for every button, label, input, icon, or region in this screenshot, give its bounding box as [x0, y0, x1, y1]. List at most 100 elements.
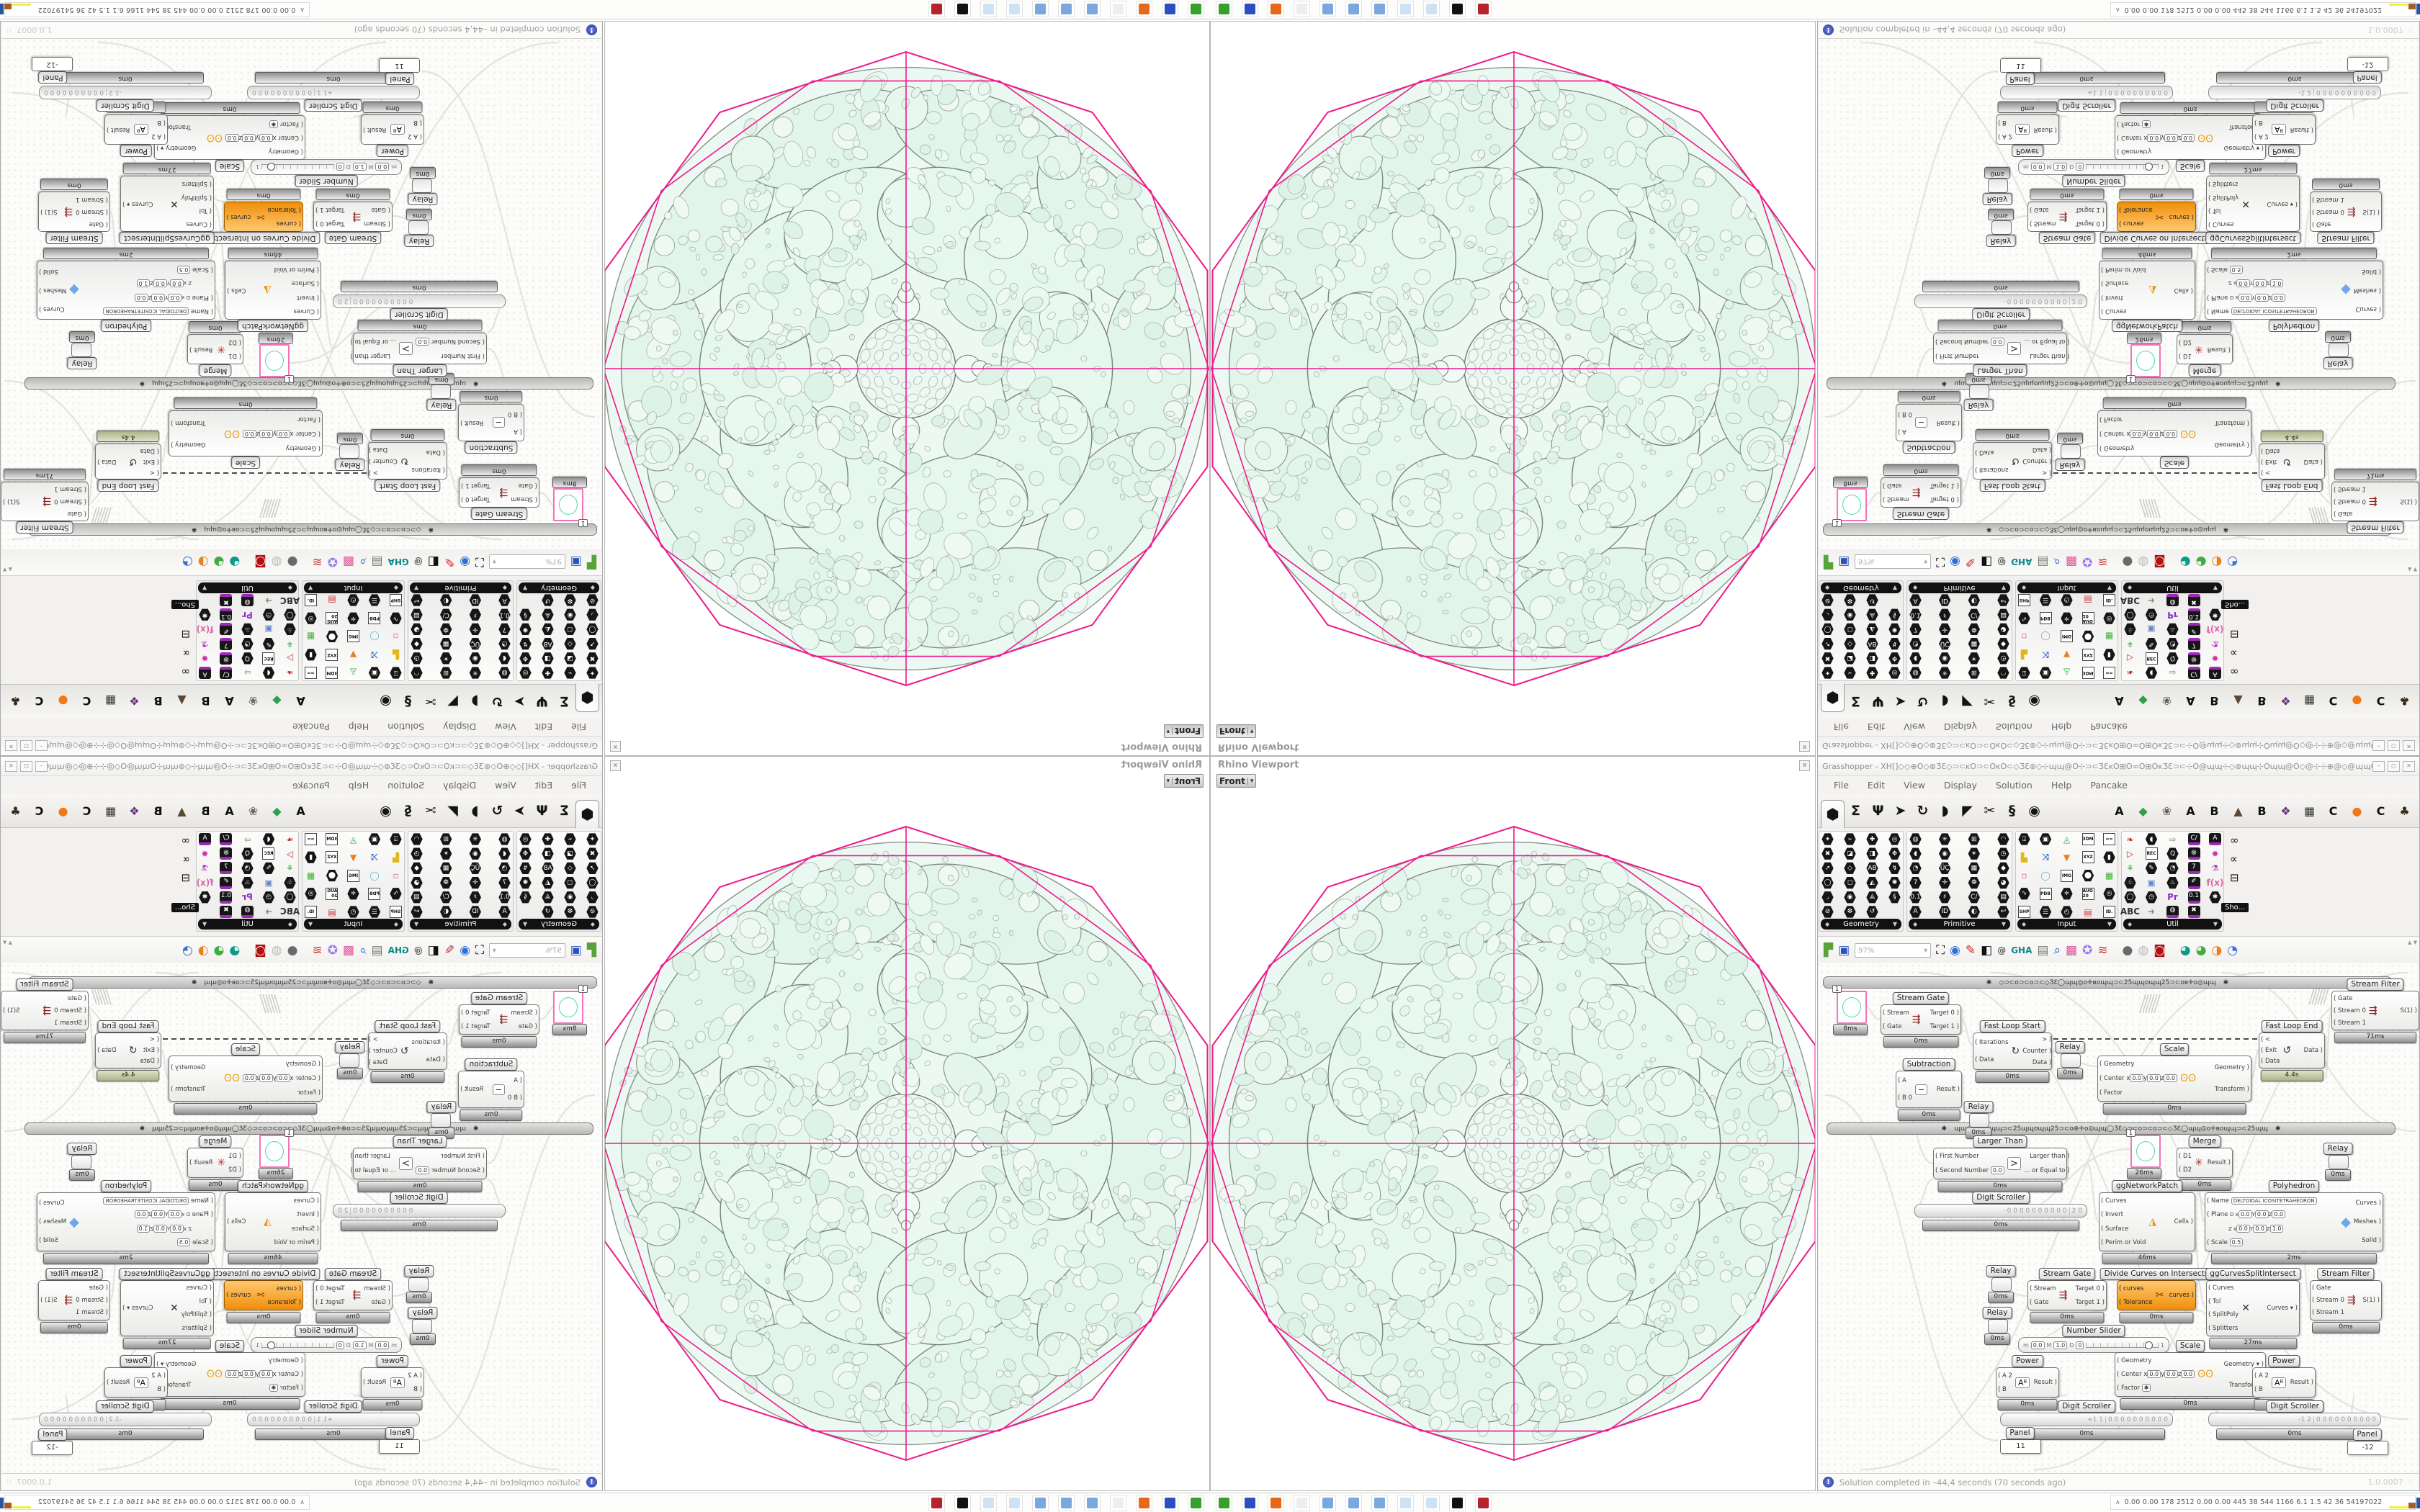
component-icon[interactable]: ◖ — [2145, 833, 2158, 845]
component-name-tag[interactable]: Stream Filter — [2317, 1268, 2375, 1280]
input-port-Gate[interactable]: ( Gate — [2312, 1284, 2331, 1292]
output-port-Target 1[interactable]: Target 1 ) — [2075, 206, 2105, 214]
taskbar-app-floppy-64[interactable] — [1242, 1495, 1258, 1511]
slider-knob[interactable] — [267, 163, 276, 171]
output-port-Counter[interactable]: Counter ) — [368, 457, 398, 464]
input-port-<[interactable]: ( < — [2261, 1035, 2271, 1043]
output-port-S(1)[interactable]: S(1) ) — [2362, 1297, 2380, 1304]
input-port-B[interactable]: ( B — [2254, 1385, 2263, 1393]
input-port-Splitters[interactable]: ( Splitters — [2208, 180, 2238, 188]
component-icon[interactable]: ✖ — [2187, 905, 2200, 918]
input-port-Stream[interactable]: ( Stream — [1883, 495, 1909, 503]
system-tray[interactable]: ∧ 0.00 0.00 178 2512 0.00 0.00 445 38 54… — [0, 2, 310, 17]
input-port-Stream 0[interactable]: ( Stream 0 — [2334, 498, 2366, 505]
gh-component-power[interactable]: ( A 2 ( B Aᴮ Result ) — [361, 1367, 424, 1398]
input-port-SplitPoly[interactable]: ( SplitPoly — [181, 193, 212, 201]
taskbar-app-green-utility[interactable] — [1216, 1495, 1232, 1511]
output-port-S(1)[interactable]: S(1) ) — [40, 208, 58, 215]
taskbar-app-firefox[interactable] — [1136, 1495, 1152, 1511]
input-port-A[interactable]: ( A — [514, 428, 522, 435]
component-icon[interactable]: ⍗ — [2018, 833, 2030, 845]
component-name-tag[interactable]: Digit Scroller — [2266, 1400, 2323, 1413]
component-icon[interactable]: ➜ — [2147, 906, 2156, 917]
gh-component-power[interactable]: ( A 2 ( B Aᴮ Result ) — [1996, 1367, 2059, 1398]
output-port-Result[interactable]: Result ) — [363, 1379, 387, 1386]
component-name-tag[interactable]: Stream Filter — [16, 978, 73, 991]
taskbar-app-notepad-2[interactable] — [1423, 1, 1440, 17]
component-name-tag[interactable]: Panel — [38, 71, 68, 84]
input-port-Gate[interactable]: ( Gate — [2030, 206, 2049, 214]
component-icon[interactable]: ⚗ — [2211, 863, 2219, 873]
component-name-tag[interactable]: Panel — [385, 73, 415, 85]
component-name-tag[interactable]: Scale — [2159, 1043, 2190, 1056]
close-icon[interactable]: ✕ — [2403, 760, 2415, 772]
component-name-tag[interactable]: Fast Loop Start — [1979, 480, 2045, 492]
component-name-tag[interactable]: Relay — [1982, 1307, 2012, 1319]
gh-component-stream-filter[interactable]: ( Gate ( Stream 0 ( Stream 1 ⇶ S(1) ) — [38, 192, 110, 232]
gh-component-stream-gate[interactable]: ( Stream ( Gate ⇶ Target 0 ) Target 1 ) — [459, 1004, 539, 1035]
output-port-curves[interactable]: curves ) — [2169, 1292, 2194, 1299]
input-port-Tol[interactable]: ( Tol — [199, 1297, 212, 1305]
output-port-Result[interactable]: Result ) — [1936, 1086, 1960, 1093]
component-name-tag[interactable]: Scale — [2159, 456, 2190, 469]
component-name-tag[interactable]: Subtraction — [1902, 1058, 1955, 1071]
taskbar-app-calculator-1[interactable] — [1084, 1495, 1101, 1511]
component-icon[interactable]: A — [1909, 906, 1922, 918]
input-port-Splitters[interactable]: ( Splitters — [182, 1324, 212, 1332]
relay-node[interactable] — [2061, 1053, 2081, 1068]
gh-component-fast-loop-start[interactable]: ( Iterations ( Data ↻ > ) Counter ) Data ) — [368, 442, 447, 480]
component-icon[interactable]: ☰ — [2039, 906, 2052, 918]
component-icon[interactable]: ✎ — [2145, 862, 2158, 875]
gh-component-larger-than[interactable]: ( First Number( Second Number 0.0 > Larger… — [1933, 1148, 2070, 1179]
gh-plugin-tab-9[interactable]: C — [2329, 804, 2338, 818]
component-icon[interactable]: A — [2209, 833, 2221, 845]
component-name-tag[interactable]: Scale — [215, 1340, 245, 1352]
output-port-Target 0[interactable]: Target 0 ) — [461, 1009, 490, 1017]
input-port-Iterations[interactable]: ( Iterations — [1975, 466, 2009, 473]
component-icon[interactable]: ◖ — [1909, 847, 1922, 860]
output-port-Target 0[interactable]: Target 0 ) — [1930, 495, 1959, 503]
input-port-SplitPoly[interactable]: ( SplitPoly — [2208, 1311, 2239, 1319]
input-port-Surface[interactable]: ( Surface — [2101, 279, 2129, 287]
output-port-Result[interactable]: Result ) — [2207, 346, 2231, 353]
taskbar-app-floppy-64[interactable] — [1162, 1, 1178, 17]
component-icon[interactable]: ∞∞ — [2103, 833, 2115, 845]
component-name-tag[interactable]: Relay — [404, 235, 434, 247]
slider-knob[interactable] — [2144, 1341, 2153, 1349]
component-icon[interactable]: ≑ — [2061, 888, 2073, 900]
component-name-tag[interactable]: Stream Gate — [324, 232, 382, 244]
input-port-Exit[interactable]: ( Exit — [2261, 1046, 2277, 1054]
preview-eye-icon[interactable]: ◉ — [1950, 942, 1960, 958]
output-port-Result[interactable]: Result ) — [2207, 1159, 2231, 1166]
component-name-tag[interactable]: Stream Gate — [324, 1268, 382, 1280]
component-name-tag[interactable]: ggCurvesSplitIntersect — [120, 232, 215, 244]
input-port-Surface[interactable]: ( Surface — [291, 1225, 319, 1233]
relay-node[interactable] — [71, 343, 91, 357]
taskbar-app-calculator-2[interactable] — [1345, 1495, 1362, 1511]
input-port-Gate[interactable]: ( Gate — [67, 510, 86, 518]
gh-component-fast-loop-end[interactable]: ( < ( Exit ( Data ↺ Data ) — [95, 444, 161, 480]
input-port-Stream[interactable]: ( Stream — [364, 1284, 390, 1292]
component-icon[interactable]: ◬ — [2063, 834, 2071, 845]
component-name-tag[interactable]: Scale — [2175, 160, 2205, 172]
component-icon[interactable]: ♨ — [2166, 876, 2179, 889]
component-name-tag[interactable]: Relay — [67, 357, 97, 369]
group-banner[interactable]: ✱ ◇⊃⊂o⊃⊂o⊃⊂◇ƷƐ◯ɰɰ◎o✛ʙoɰɰ⊃⊂25ɰɰoɰɰ25⊃⊂oʙ✛o… — [28, 523, 597, 536]
component-icon[interactable]: AUG 20 — [2081, 887, 2094, 900]
component-icon[interactable]: ▤ — [1997, 891, 2009, 904]
gh-component-power[interactable]: ( A 2 ( B Aᴮ Result ) — [1996, 114, 2059, 145]
gh-component-polyhedron[interactable]: ( Name DELTOIDAL ICOSITETRAHEDRON( Plane… — [37, 261, 215, 320]
component-name-tag[interactable]: Power — [120, 1355, 152, 1367]
gh-component-ggcurvessplitintersect[interactable]: ( Curves ( Tol ( SplitPoly ( Splitters ✕ Curv… — [2206, 176, 2300, 232]
taskbar-app-calculator-3[interactable] — [1371, 1495, 1388, 1511]
output-port-Data[interactable]: Data ) — [97, 458, 117, 465]
viewport-mode-dropdown[interactable]: Front ▾ — [1163, 724, 1204, 738]
output-port-Cells[interactable]: Cells ) — [2174, 287, 2193, 294]
component-icon[interactable]: ♯ — [1938, 891, 1951, 904]
output-port-curves[interactable]: curves ) — [226, 1292, 251, 1299]
group-banner[interactable]: ✱ ◇⊃⊂o⊃⊂o⊃⊂◇ƷƐ◯ɰɰ◎o✛ʙoɰɰ⊃⊂25ɰɰoɰɰ25⊃⊂oʙ✛o… — [1823, 523, 2392, 536]
